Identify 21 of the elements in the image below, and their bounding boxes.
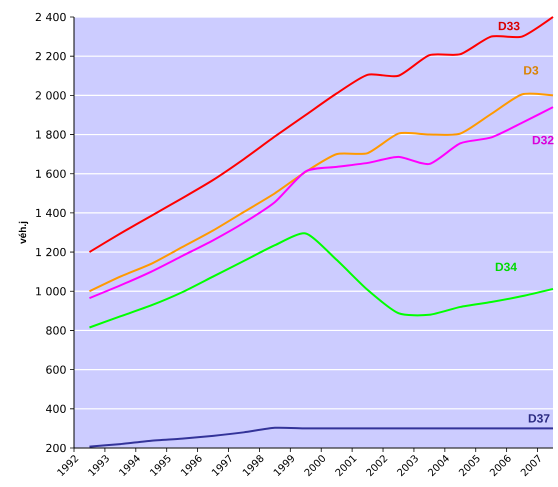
y-tick-label: 2 400 bbox=[36, 12, 66, 22]
y-tick-label: 1 400 bbox=[36, 208, 66, 218]
series-label: D3 bbox=[524, 66, 538, 75]
y-axis-title: véh.j bbox=[18, 222, 28, 244]
line-series bbox=[88, 426, 554, 448]
series-label: D33 bbox=[498, 22, 520, 30]
y-tick-label: 1 800 bbox=[36, 130, 66, 139]
y-tick-label: 1 000 bbox=[36, 287, 66, 296]
text: D34 bbox=[496, 262, 517, 272]
line-series bbox=[88, 16, 554, 254]
y-tick-label: 2 000 bbox=[36, 91, 66, 100]
y-tick-label: 1 600 bbox=[36, 170, 66, 178]
y-tick-label: 200 bbox=[46, 444, 66, 452]
y-tick-label: 600 bbox=[46, 365, 66, 374]
y-tick-label: 1 200 bbox=[36, 248, 66, 256]
y-tick-label: 2 200 bbox=[36, 52, 66, 60]
y-tick-label: 400 bbox=[46, 404, 66, 413]
series-label: D37 bbox=[528, 414, 550, 423]
y-tick-label: 800 bbox=[46, 326, 66, 335]
line-series bbox=[88, 232, 554, 329]
series-label: D32 bbox=[532, 136, 554, 144]
